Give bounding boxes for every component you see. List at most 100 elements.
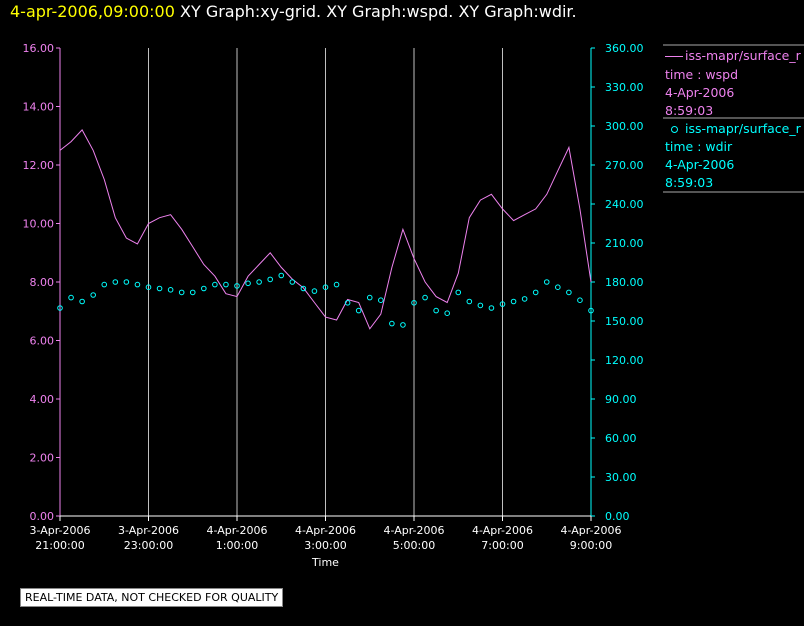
legend-wspd-time: 8:59:03 (665, 103, 714, 118)
left-tick-label-0: 0.00 (30, 510, 55, 523)
x-tick-label-time-0: 21:00:00 (35, 539, 84, 552)
series-wdir-point (134, 281, 141, 288)
series-wdir-point (510, 298, 517, 305)
right-tick-label-5: 150.00 (605, 315, 644, 328)
series-wdir-point (101, 281, 108, 288)
series-wdir-point (477, 302, 484, 309)
x-tick-label-time-2: 1:00:00 (216, 539, 258, 552)
series-wdir-point (189, 289, 196, 296)
left-tick-label-4: 8.00 (30, 276, 55, 289)
x-tick-label-date-4: 4-Apr-2006 (383, 524, 444, 537)
right-tick-label-9: 270.00 (605, 159, 644, 172)
series-wdir-point (223, 281, 229, 288)
series-wdir-point (543, 279, 550, 285)
series-wdir-point (366, 294, 373, 301)
graph-title-2: XY Graph:wspd. (326, 2, 454, 21)
series-wdir-point (123, 279, 130, 285)
series-wdir-point (378, 297, 384, 304)
series-wdir-point (588, 307, 594, 314)
quality-notice: REAL-TIME DATA, NOT CHECKED FOR QUALITY (20, 588, 284, 607)
series-wdir-point (355, 307, 362, 314)
series-wdir-point (411, 300, 417, 306)
x-tick-label-date-3: 4-Apr-2006 (295, 524, 356, 537)
graph-title-3: XY Graph:wdir. (458, 2, 577, 21)
left-tick-label-3: 6.00 (30, 335, 55, 348)
right-tick-label-2: 60.00 (605, 432, 637, 445)
series-wdir-point (499, 301, 506, 307)
series-wdir-point (57, 305, 63, 311)
x-tick-label-date-6: 4-Apr-2006 (560, 524, 621, 537)
series-wdir-point (333, 281, 340, 288)
right-tick-label-10: 300.00 (605, 120, 644, 133)
series-wdir-point (444, 310, 450, 317)
series-wdir-point (145, 284, 152, 291)
x-tick-label-date-2: 4-Apr-2006 (206, 524, 267, 537)
series-wdir-point (289, 279, 296, 285)
legend-wspd-marker (665, 56, 683, 57)
series-wdir-point (90, 292, 96, 298)
left-tick-label-7: 14.00 (23, 101, 55, 114)
left-tick-label-5: 10.00 (23, 218, 55, 231)
series-wdir-point (278, 272, 285, 279)
series-wdir-point (555, 284, 561, 291)
series-wdir-point (566, 289, 572, 296)
legend-wspd-label: iss-mapr/surface_r (685, 48, 801, 63)
series-wdir-point (68, 294, 74, 301)
series-wdir-point (201, 285, 207, 292)
legend-wdir-time: 8:59:03 (665, 175, 714, 190)
legend-wspd-date: 4-Apr-2006 (665, 85, 735, 100)
left-tick-label-8: 16.00 (23, 42, 55, 55)
right-tick-label-1: 30.00 (605, 471, 637, 484)
series-wspd-line (59, 129, 592, 330)
legend-wdir-marker (671, 126, 678, 133)
series-wdir-point (267, 276, 273, 283)
left-tick-label-6: 12.00 (23, 159, 55, 172)
series-wdir-point (234, 283, 240, 289)
series-wdir-point (344, 300, 351, 306)
left-tick-label-1: 2.00 (30, 452, 55, 465)
right-tick-label-11: 330.00 (605, 81, 644, 94)
right-tick-label-4: 120.00 (605, 354, 644, 367)
x-axis-label: Time (311, 556, 339, 569)
series-wdir-point (422, 294, 428, 301)
left-tick-label-2: 4.00 (30, 393, 55, 406)
x-tick-label-time-1: 23:00:00 (124, 539, 173, 552)
legend-wspd-name: iss-mapr/surface_r (665, 47, 801, 65)
window-title: 4-apr-2006,09:00:00 XY Graph:xy-grid. XY… (10, 2, 577, 21)
series-wdir-point (112, 279, 119, 285)
series-wdir-point (178, 289, 185, 296)
series-wdir-point (389, 320, 395, 327)
timestamp: 4-apr-2006,09:00:00 (10, 2, 175, 21)
series-wdir-point (245, 280, 251, 287)
legend-wdir-name: iss-mapr/surface_r (665, 120, 801, 138)
legend-wdir-date: 4-Apr-2006 (665, 157, 735, 172)
series-wdir-point (167, 287, 174, 293)
legend-wdir-sub: time : wdir (665, 139, 733, 154)
right-tick-label-6: 180.00 (605, 276, 644, 289)
series-wdir-point (300, 285, 307, 292)
series-wdir-point (455, 289, 462, 296)
series-wdir-point (311, 288, 318, 294)
x-tick-label-date-0: 3-Apr-2006 (29, 524, 90, 537)
legend-wspd-sub: time : wspd (665, 67, 739, 82)
series-wdir-point (466, 298, 473, 305)
series-wdir-point (488, 305, 495, 311)
x-tick-label-time-6: 9:00:00 (570, 539, 612, 552)
series-wdir-point (256, 279, 262, 285)
x-tick-label-time-3: 3:00:00 (304, 539, 346, 552)
graph-title-1: XY Graph:xy-grid. (180, 2, 322, 21)
right-tick-label-0: 0.00 (605, 510, 630, 523)
right-tick-label-12: 360.00 (605, 42, 644, 55)
series-wdir-point (322, 284, 329, 291)
x-tick-label-date-5: 4-Apr-2006 (472, 524, 533, 537)
series-wdir-point (532, 289, 539, 296)
series-wdir-point (577, 297, 583, 304)
x-tick-label-time-5: 7:00:00 (481, 539, 523, 552)
series-wdir-point (156, 285, 163, 292)
right-tick-label-7: 210.00 (605, 237, 644, 250)
series-wdir-point (400, 322, 406, 328)
right-tick-label-8: 240.00 (605, 198, 644, 211)
series-wdir-point (433, 307, 439, 314)
x-tick-label-time-4: 5:00:00 (393, 539, 435, 552)
